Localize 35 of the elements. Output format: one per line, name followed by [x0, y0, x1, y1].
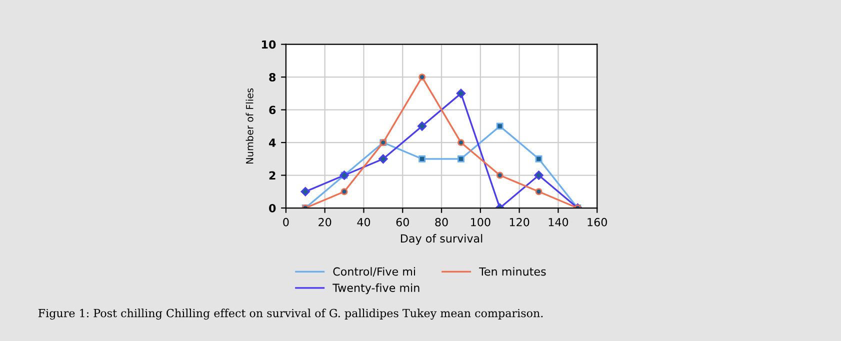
point [496, 172, 504, 179]
point [496, 122, 504, 130]
x-tick-label: 100 [471, 218, 490, 226]
y-tick-label: 8 [269, 73, 276, 82]
point [417, 122, 427, 131]
point [456, 88, 466, 98]
point [300, 187, 310, 196]
point [535, 188, 542, 196]
x-tick-label: 160 [588, 218, 607, 226]
point [418, 155, 426, 162]
point [418, 74, 426, 81]
x-tick-label: 0 [283, 218, 289, 226]
point [535, 155, 542, 162]
y-axis-title: Number of Flies [246, 88, 254, 164]
point [378, 154, 388, 164]
y-tick-label: 0 [269, 204, 276, 212]
legend-label: Twenty-five min [332, 283, 420, 294]
x-tick-label: 60 [396, 218, 409, 226]
point [458, 155, 464, 162]
point [458, 139, 464, 146]
point [340, 188, 348, 196]
x-axis-title: Day of survival [400, 234, 482, 245]
legend-label: Control/Five mi [333, 267, 415, 277]
y-tick-label: 10 [262, 40, 276, 49]
y-tick-label: 4 [268, 138, 276, 147]
x-tick-label: 20 [318, 218, 332, 226]
y-tick-label: 2 [269, 171, 276, 180]
legend-label: Ten minutes [479, 267, 546, 276]
x-tick-label: 140 [548, 218, 568, 226]
x-tick-label: 120 [510, 218, 530, 226]
caption: Figure 1: Post chilling Chilling effect on survival of G. pallidipes Tukey mean comparison. [38, 308, 543, 320]
x-tick-label: 80 [435, 218, 448, 226]
y-tick-label: 6 [269, 106, 276, 114]
x-tick-label: 40 [357, 218, 370, 226]
point [534, 170, 544, 180]
